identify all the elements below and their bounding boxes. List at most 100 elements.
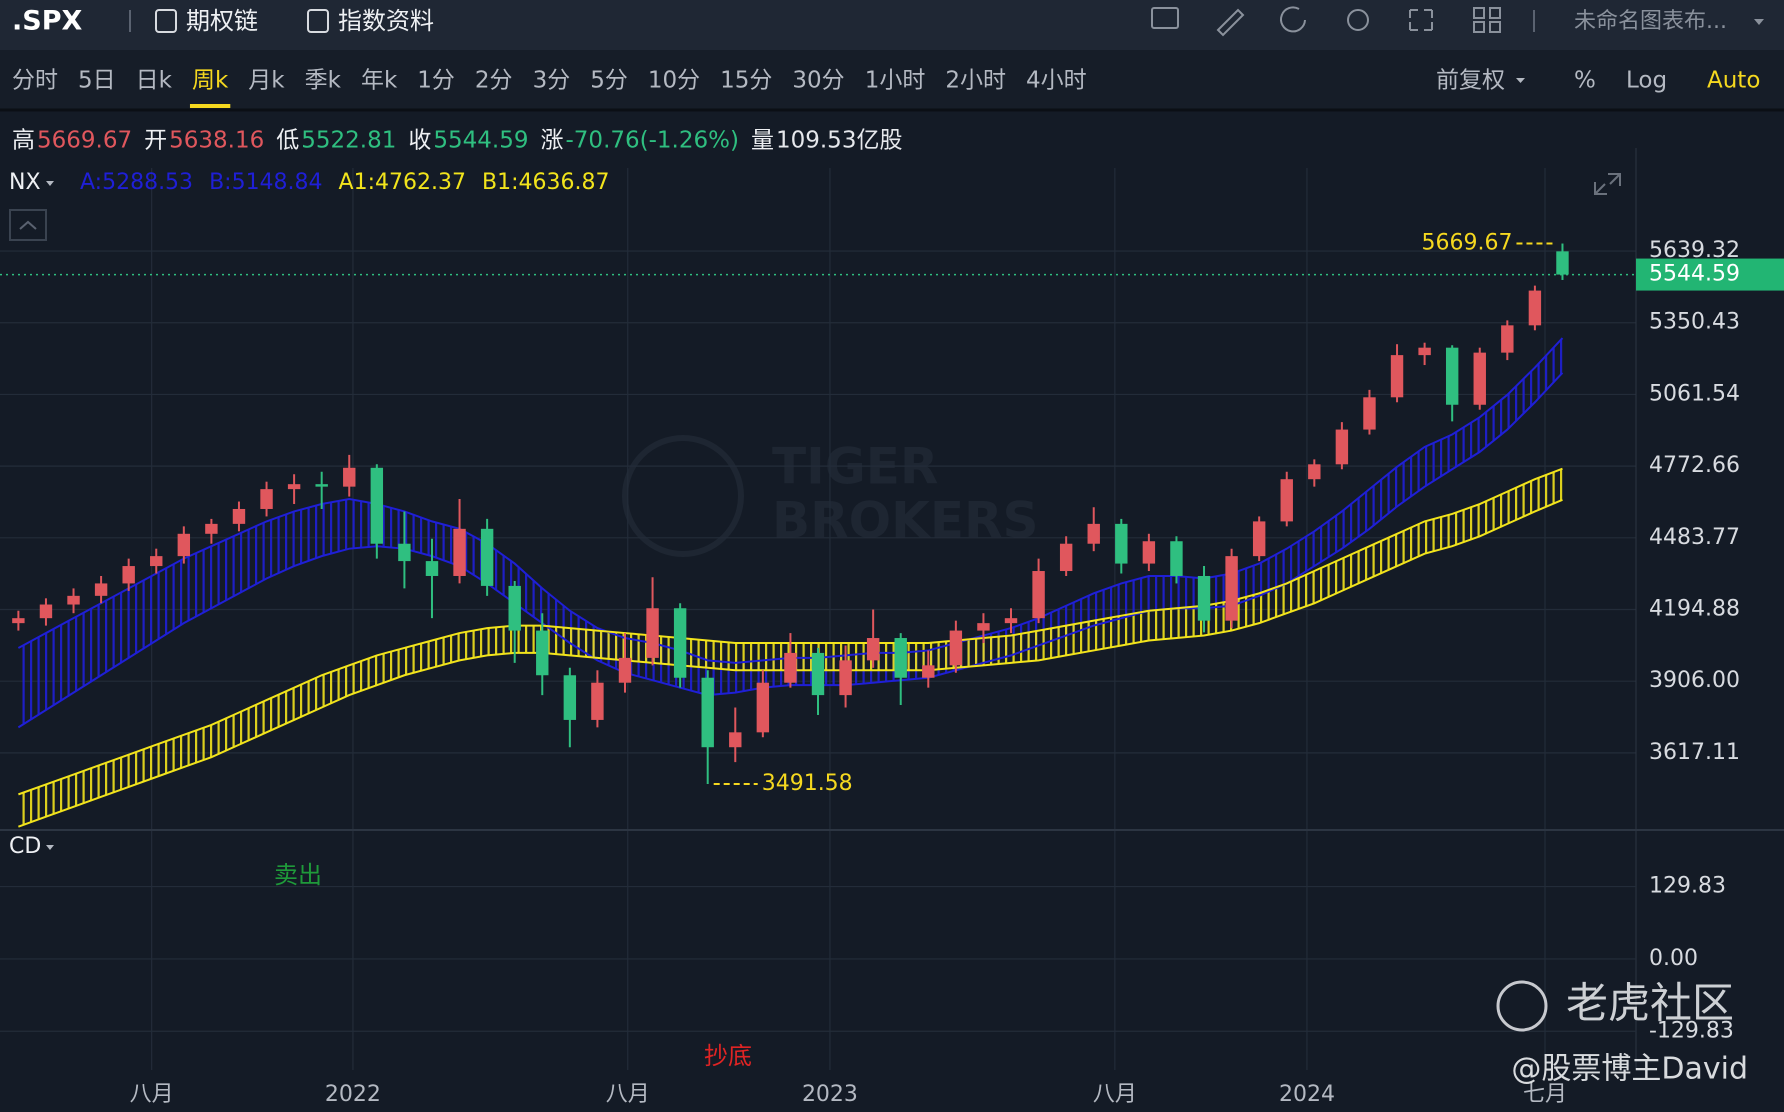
option[interactable]: % [1574,68,1596,94]
period-tab[interactable]: 10分 [648,68,700,94]
period-tab[interactable]: 1分 [417,68,455,94]
max-label: 5669.67 [1421,231,1512,256]
candle-body [591,682,604,720]
y-tick-label: 5061.54 [1649,381,1740,406]
candle-body [508,585,521,631]
y-tick-label: 3617.11 [1649,740,1740,765]
period-tab[interactable]: 5分 [590,68,628,94]
period-tab[interactable]: 日k [136,68,173,94]
period-tab[interactable]: 分时 [12,68,58,94]
candle-body [1252,521,1266,557]
candle-body [343,467,356,487]
quote-value: -70.76(-1.26%) [566,128,739,154]
option[interactable]: 前复权 [1436,68,1505,94]
x-tick-label: 八月 [606,1082,650,1107]
candle-body [646,608,659,658]
period-tab[interactable]: 季k [305,68,342,94]
quote-label: 收 [408,128,431,154]
candle-body [205,523,218,534]
community-logo [1496,980,1548,1032]
candle-body [453,528,466,576]
link-icon [307,9,329,33]
active-underline [189,104,231,108]
candle-body [1115,523,1128,564]
x-tick-label: 七月 [1523,1082,1567,1107]
candle-body [1170,541,1183,576]
min-label: 3491.58 [762,771,853,796]
candle-body [1363,397,1376,430]
y-tick-label: 4483.77 [1649,525,1740,550]
expand-icon[interactable] [1594,173,1621,195]
candle-body [839,660,852,696]
period-tab[interactable]: 2分 [475,68,513,94]
period-tab[interactable]: 3分 [533,68,571,94]
period-tab[interactable]: 5日 [78,68,116,94]
x-tick-label: 2022 [325,1082,381,1107]
candle-body [1004,618,1018,624]
period-tab[interactable]: 1小时 [865,68,926,94]
toolbar-link[interactable]: 指数资料 [338,7,434,35]
candle-body [1501,325,1514,353]
option[interactable]: Auto [1707,68,1760,94]
collapse-button[interactable] [9,209,47,241]
indicator-name[interactable]: NX [9,170,41,195]
period-tab[interactable]: 30分 [792,68,844,94]
y-tick-label: 5350.43 [1649,310,1740,335]
candle-body [1418,347,1431,356]
layout-icon[interactable] [1473,7,1485,19]
quote-label: 涨 [541,128,564,154]
candle-body [370,467,384,544]
indicator-icon[interactable] [1151,7,1179,29]
y-tick-label: 0.00 [1649,946,1698,971]
layout-icon-part [1489,7,1501,19]
toolbar-icons[interactable] [1151,6,1501,37]
period-tab[interactable]: 4小时 [1026,68,1087,94]
dropdown-caret [46,845,54,850]
candle-body [122,566,135,584]
indicator-name[interactable]: CD [9,834,41,859]
candle-body [1556,251,1569,275]
candle-body [701,677,714,748]
quote-label: 开 [144,128,167,154]
watermark-logo [622,435,744,557]
band-fill [18,338,1563,728]
candle-body [1335,429,1349,465]
y-tick-label: 4772.66 [1649,453,1740,478]
fullscreen-icon[interactable] [1409,9,1433,31]
candle-body [949,630,963,666]
candle-body [480,528,494,586]
candle-body [673,608,687,678]
draw-icon[interactable] [1216,8,1245,37]
quote-value: 109.53亿股 [776,128,902,154]
candle-body [977,623,990,631]
legend-entry: A:5288.53 [80,170,193,195]
candle-body [756,682,770,733]
settings-icon[interactable] [1347,9,1369,31]
period-tab[interactable]: 月k [248,68,285,94]
period-tab[interactable]: 周k [192,68,229,94]
legend-entry: B1:4636.87 [482,170,609,195]
symbol[interactable]: .SPX [12,6,82,37]
candle-body [1142,541,1156,564]
candle-body [1390,355,1404,398]
candle-body [260,489,273,509]
option[interactable]: Log [1626,68,1667,94]
toolbar-link[interactable]: 期权链 [186,7,258,35]
layout-name[interactable]: 未命名图表布... [1574,9,1727,34]
quote-value: 5669.67 [37,128,132,154]
candle-body [1445,347,1459,405]
quote-label: 高 [12,128,35,154]
x-tick-label: 八月 [130,1082,174,1107]
layout-icon-part [1489,21,1501,33]
candle-body [398,543,411,562]
period-tab[interactable]: 15分 [720,68,772,94]
candle-body [922,665,935,678]
refresh-icon[interactable] [1280,6,1306,33]
quote-value: 5544.59 [433,128,528,154]
period-tab[interactable]: 年k [361,68,398,94]
period-tab[interactable]: 2小时 [945,68,1006,94]
quote-label: 量 [751,128,774,154]
